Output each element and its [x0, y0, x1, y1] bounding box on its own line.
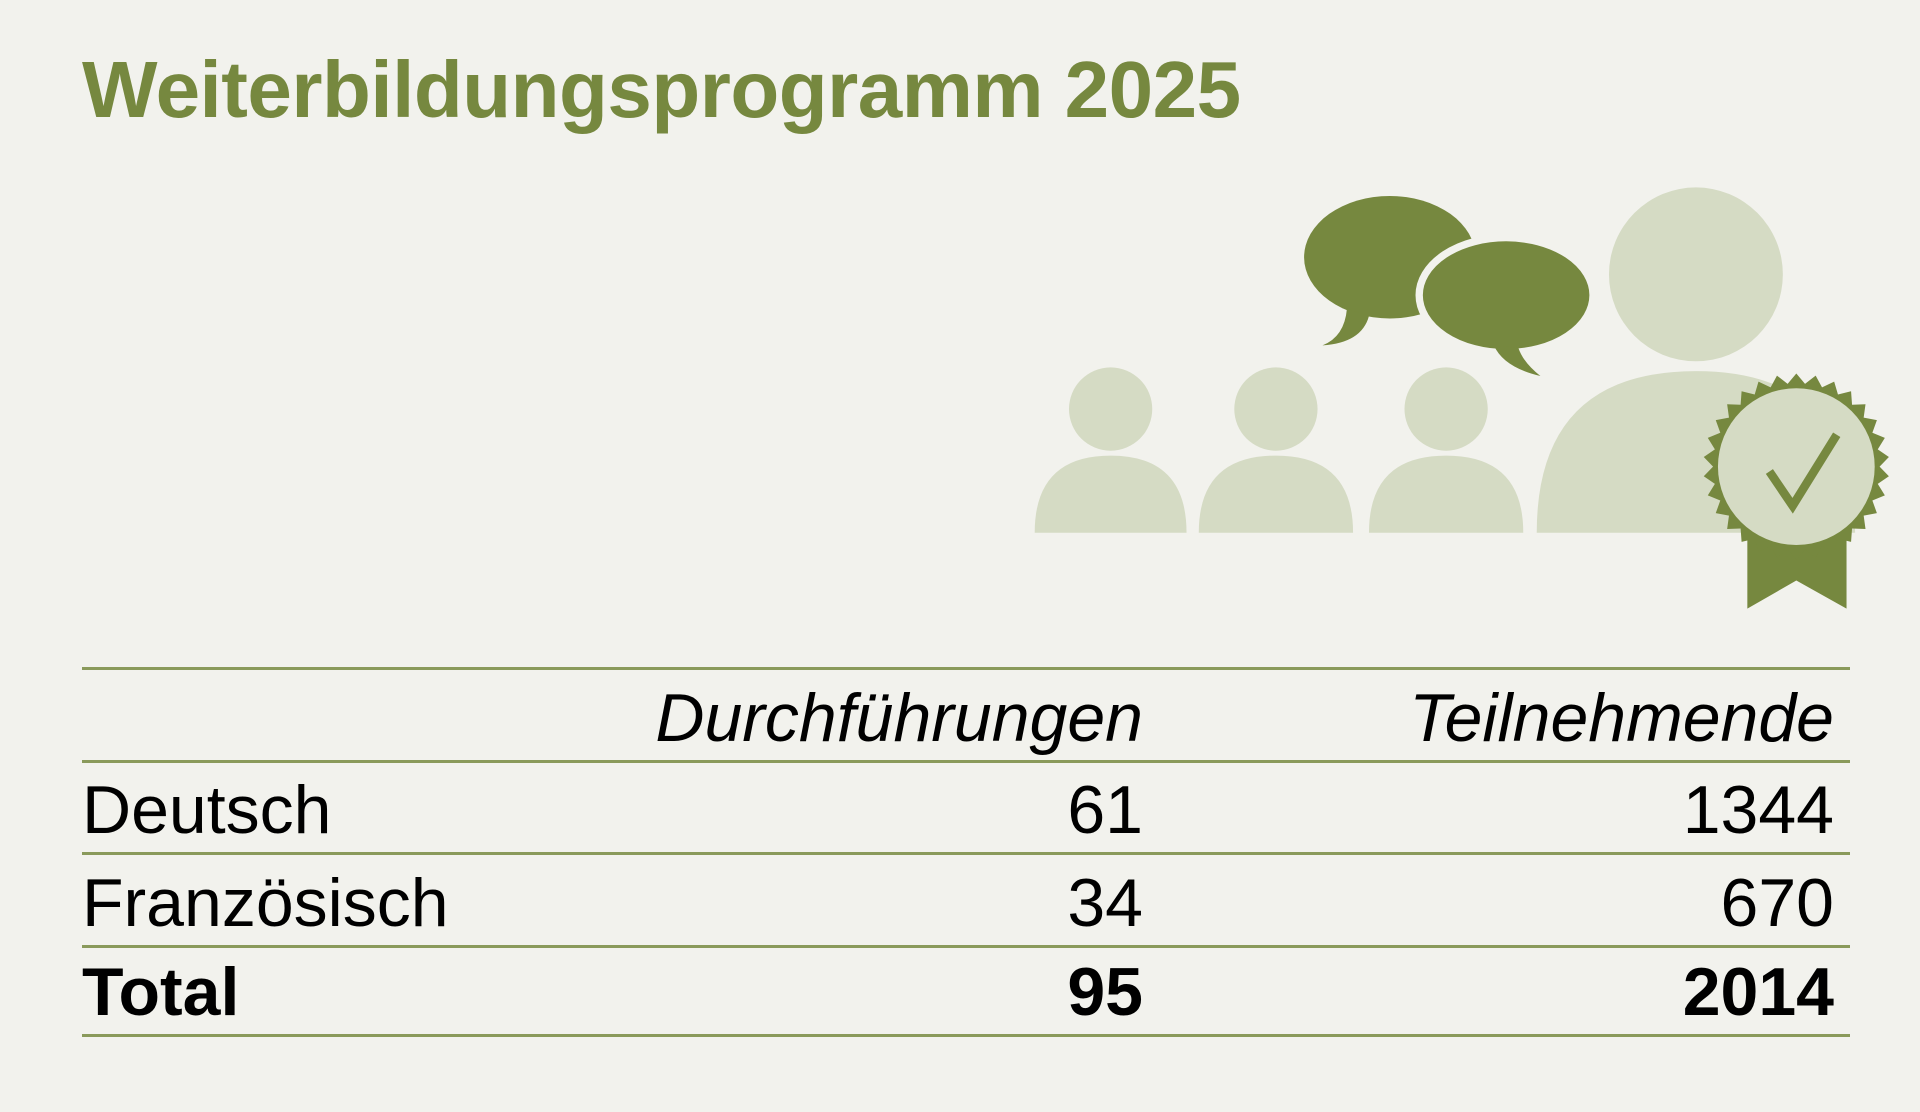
- header-durchfuehrungen: Durchführungen: [655, 679, 1143, 756]
- speech-bubble-icon: [1415, 233, 1597, 357]
- row-teilnehmende: 1344: [1682, 772, 1834, 848]
- table-total-row: Total 95 2014: [82, 944, 1850, 1037]
- table-row: Französisch 34 670: [82, 852, 1850, 945]
- row-durchfuehrungen: 61: [1067, 772, 1143, 848]
- row-label: Französisch: [82, 864, 449, 941]
- person-icon: [1368, 367, 1524, 533]
- person-icon: [1198, 367, 1354, 533]
- row-teilnehmende: 670: [1720, 864, 1834, 941]
- row-label: Deutsch: [82, 772, 332, 848]
- certificate-badge-icon: [1703, 373, 1889, 609]
- person-icon: [1034, 367, 1187, 533]
- total-durchfuehrungen: 95: [1067, 954, 1143, 1030]
- checkmark-icon: [1765, 432, 1841, 514]
- row-durchfuehrungen: 34: [1067, 864, 1143, 941]
- statistics-table: Durchführungen Teilnehmende Deutsch 61 1…: [82, 667, 1850, 1037]
- table-header-row: Durchführungen Teilnehmende: [82, 667, 1850, 760]
- total-label: Total: [82, 954, 240, 1030]
- total-teilnehmende: 2014: [1682, 954, 1834, 1030]
- header-teilnehmende: Teilnehmende: [1409, 679, 1834, 756]
- page-title: Weiterbildungsprogramm 2025: [82, 45, 1241, 134]
- table-row: Deutsch 61 1344: [82, 759, 1850, 853]
